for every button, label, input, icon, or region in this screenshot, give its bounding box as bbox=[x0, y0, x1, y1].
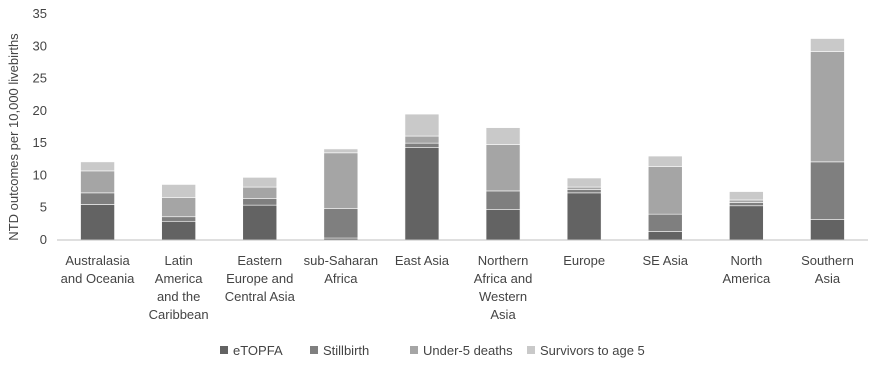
bar-segment bbox=[485, 190, 521, 210]
y-tick-label: 35 bbox=[33, 6, 47, 21]
category-label-line: Southern bbox=[801, 253, 854, 268]
bar-segment bbox=[566, 186, 602, 190]
category-label-line: America bbox=[155, 271, 203, 286]
bar-segment bbox=[729, 202, 764, 207]
bar-segment bbox=[566, 189, 602, 194]
bar-segment bbox=[242, 186, 278, 199]
bar-segment bbox=[404, 113, 440, 137]
category-label: Northern Africa and Western Asia bbox=[474, 253, 533, 322]
bar-segment bbox=[80, 170, 115, 194]
category-label-line: Asia bbox=[490, 307, 516, 322]
category-label-line: Australasia bbox=[65, 253, 130, 268]
bar-segment bbox=[647, 213, 683, 232]
category-label: Eastern Europe and Central Asia bbox=[225, 253, 296, 304]
bar-segment bbox=[485, 209, 521, 241]
category-label: East Asia bbox=[395, 253, 450, 268]
category-labels: Australasia and Oceania Latin America and th… bbox=[61, 253, 854, 322]
bars-group bbox=[80, 38, 845, 241]
category-label-line: and Oceania bbox=[61, 271, 135, 286]
legend-swatch bbox=[527, 346, 535, 354]
y-tick-label: 15 bbox=[33, 135, 47, 150]
category-label-line: Asia bbox=[815, 271, 841, 286]
category-label-line: sub-Saharan bbox=[304, 253, 378, 268]
category-label: Southern Asia bbox=[801, 253, 854, 286]
y-tick-label: 30 bbox=[33, 38, 47, 53]
y-tick-label: 25 bbox=[33, 71, 47, 86]
bar-segment bbox=[242, 204, 278, 241]
bar-segment bbox=[80, 161, 115, 172]
bar-segment bbox=[404, 142, 440, 148]
legend-swatch bbox=[310, 346, 318, 354]
bar-segment bbox=[161, 197, 196, 218]
category-label-line: Western bbox=[479, 289, 527, 304]
bar-segment bbox=[566, 177, 602, 188]
bar-segment bbox=[485, 127, 521, 145]
bar-segment bbox=[485, 144, 521, 192]
category-label-line: Africa bbox=[324, 271, 358, 286]
category-label-line: America bbox=[723, 271, 771, 286]
bar-segment bbox=[161, 220, 196, 241]
y-axis-title: NTD outcomes per 10,000 livebirths bbox=[6, 33, 21, 241]
bar-segment bbox=[810, 219, 845, 241]
bar-segment bbox=[647, 166, 683, 215]
category-label-line: Europe and bbox=[226, 271, 293, 286]
bar-segment bbox=[566, 192, 602, 241]
bar-segment bbox=[404, 147, 440, 241]
bar-segment bbox=[161, 184, 196, 198]
bar-segment bbox=[323, 152, 359, 209]
category-label-line: Africa and bbox=[474, 271, 533, 286]
y-tick-label: 0 bbox=[40, 232, 47, 247]
bar-segment bbox=[404, 135, 440, 144]
category-label: Australasia and Oceania bbox=[61, 253, 135, 286]
category-label-line: SE Asia bbox=[642, 253, 688, 268]
category-label: North America bbox=[723, 253, 771, 286]
category-label: SE Asia bbox=[642, 253, 688, 268]
category-label-line: Europe bbox=[563, 253, 605, 268]
bar-segment bbox=[80, 192, 115, 205]
category-label-line: Latin bbox=[165, 253, 193, 268]
category-label: sub-Saharan Africa bbox=[304, 253, 378, 286]
category-label-line: East Asia bbox=[395, 253, 450, 268]
category-label-line: and the bbox=[157, 289, 200, 304]
legend: eTOPFA Stillbirth Under-5 deaths Survivors … bbox=[220, 343, 645, 358]
bar-segment bbox=[729, 199, 764, 203]
category-label-line: Caribbean bbox=[149, 307, 209, 322]
bar-segment bbox=[242, 198, 278, 206]
legend-label: Under-5 deaths bbox=[423, 343, 513, 358]
y-tick-label: 5 bbox=[40, 200, 47, 215]
y-axis-ticks: 0 5 10 15 20 25 30 35 bbox=[33, 6, 47, 247]
bar-segment bbox=[810, 38, 845, 52]
category-label-line: Eastern bbox=[237, 253, 282, 268]
bar-segment bbox=[810, 51, 845, 163]
legend-label: eTOPFA bbox=[233, 343, 283, 358]
y-tick-label: 10 bbox=[33, 167, 47, 182]
category-label-line: Northern bbox=[478, 253, 529, 268]
bar-segment bbox=[323, 208, 359, 239]
bar-segment bbox=[729, 191, 764, 201]
legend-swatch bbox=[220, 346, 228, 354]
category-label: Latin America and the Caribbean bbox=[149, 253, 209, 322]
bar-segment bbox=[647, 231, 683, 241]
category-label: Europe bbox=[563, 253, 605, 268]
bar-segment bbox=[810, 161, 845, 220]
legend-label: Stillbirth bbox=[323, 343, 369, 358]
bar-segment bbox=[242, 177, 278, 188]
bar-segment bbox=[323, 148, 359, 154]
bar-segment bbox=[729, 205, 764, 241]
category-label-line: North bbox=[730, 253, 762, 268]
legend-swatch bbox=[410, 346, 418, 354]
bar-segment bbox=[161, 216, 196, 222]
legend-label: Survivors to age 5 bbox=[540, 343, 645, 358]
bar-segment bbox=[647, 155, 683, 167]
bar-segment bbox=[80, 204, 115, 241]
y-tick-label: 20 bbox=[33, 103, 47, 118]
category-label-line: Central Asia bbox=[225, 289, 296, 304]
